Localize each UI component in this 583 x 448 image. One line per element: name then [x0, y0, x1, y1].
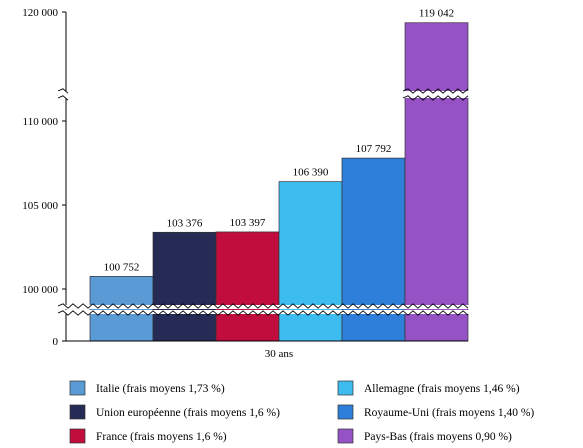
- category-label: 30 ans: [265, 348, 293, 360]
- legend-label: Union européenne (frais moyens 1,6 %): [96, 407, 280, 419]
- bar: [404, 22, 469, 342]
- axis-break-mask: [58, 310, 474, 314]
- legend-swatch: [69, 404, 86, 420]
- bar: [215, 231, 280, 342]
- y-tick-label: 0: [53, 336, 59, 348]
- legend-swatch: [337, 428, 354, 444]
- axis-break-line: [57, 95, 69, 101]
- legend-label: Pays-Bas (frais moyens 0,90 %): [364, 431, 512, 443]
- data-label: 106 390: [293, 167, 329, 179]
- bar: [278, 181, 343, 342]
- legend-label: France (frais moyens 1,6 %): [96, 431, 227, 443]
- data-label: 103 397: [230, 217, 266, 229]
- axis-break-line: [402, 95, 469, 101]
- legend-swatch: [69, 380, 86, 396]
- axis-break-line: [57, 88, 69, 94]
- y-tick-label: 120 000: [22, 7, 58, 19]
- data-label: 103 376: [167, 217, 203, 229]
- data-label: 119 042: [419, 8, 454, 20]
- axis-break-mask: [58, 91, 72, 98]
- bar: [152, 231, 217, 342]
- axis-break-line: [57, 310, 469, 316]
- legend-label: Allemagne (frais moyens 1,46 %): [364, 383, 520, 395]
- y-tick-label: 100 000: [22, 284, 58, 296]
- axis-break-mask: [403, 91, 472, 98]
- data-label: 107 792: [356, 143, 392, 155]
- axis-break-line: [57, 303, 469, 309]
- y-tick-label: 110 000: [23, 116, 59, 128]
- legend-label: Royaume-Uni (frais moyens 1,40 %): [364, 407, 534, 419]
- legend-swatch: [337, 380, 354, 396]
- legend-swatch: [337, 404, 354, 420]
- legend-swatch: [69, 428, 86, 444]
- axis-break-line: [402, 88, 469, 94]
- y-tick-label: 105 000: [22, 200, 58, 212]
- data-label: 100 752: [104, 261, 140, 273]
- legend-label: Italie (frais moyens 1,73 %): [96, 383, 225, 395]
